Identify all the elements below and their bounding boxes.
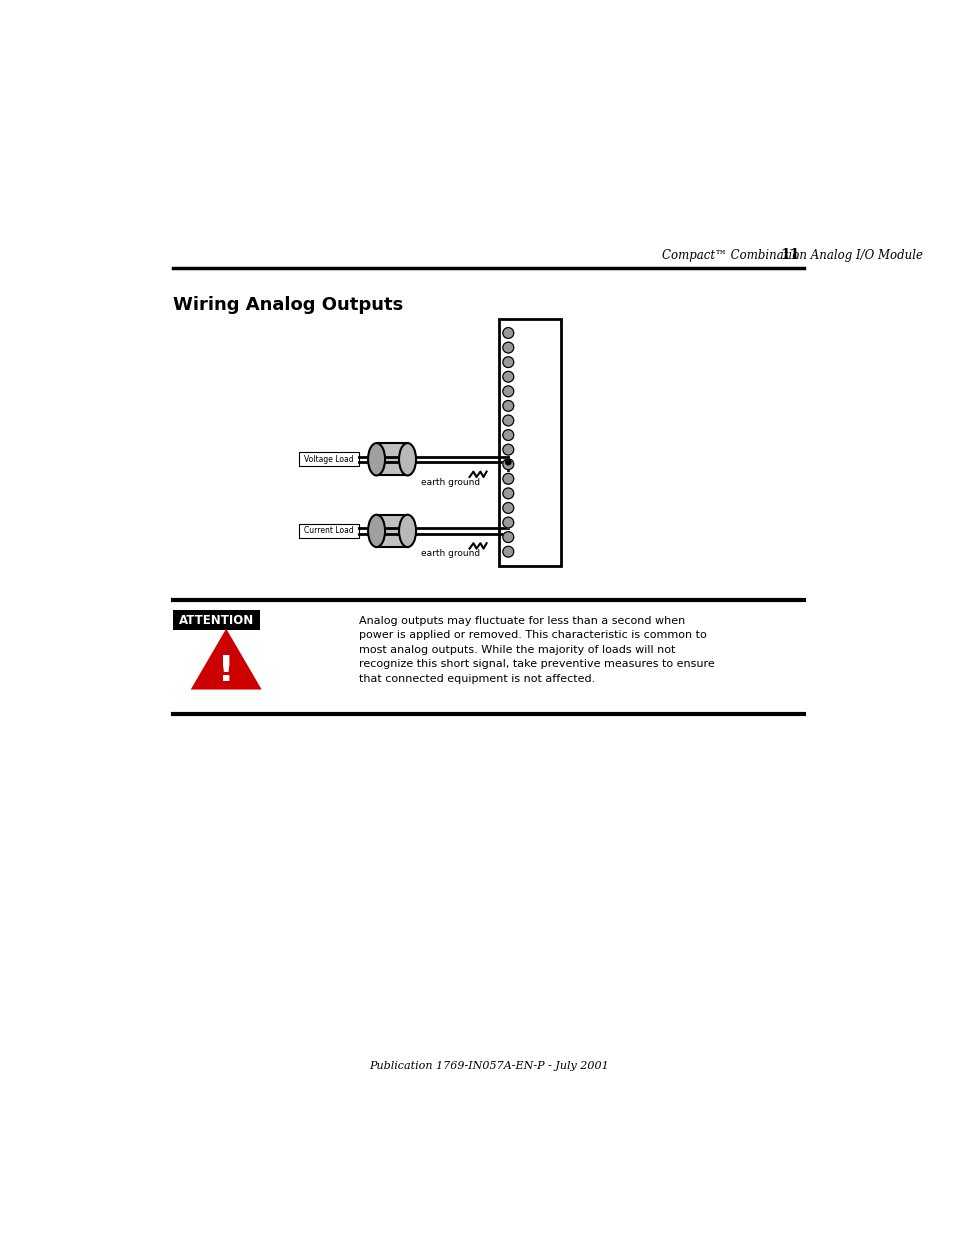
Text: Current Load: Current Load xyxy=(304,526,354,536)
Ellipse shape xyxy=(368,515,385,547)
Ellipse shape xyxy=(368,443,385,475)
Text: 11: 11 xyxy=(780,248,799,262)
Circle shape xyxy=(502,342,513,353)
Circle shape xyxy=(502,372,513,382)
Ellipse shape xyxy=(398,443,416,475)
Circle shape xyxy=(502,430,513,441)
Circle shape xyxy=(502,546,513,557)
Text: !: ! xyxy=(217,655,234,688)
Circle shape xyxy=(502,488,513,499)
Ellipse shape xyxy=(398,515,416,547)
Text: most analog outputs. While the majority of loads will not: most analog outputs. While the majority … xyxy=(359,645,675,655)
Circle shape xyxy=(502,400,513,411)
Circle shape xyxy=(502,532,513,542)
Text: earth ground: earth ground xyxy=(421,550,480,558)
Text: Wiring Analog Outputs: Wiring Analog Outputs xyxy=(173,296,403,314)
Circle shape xyxy=(502,503,513,514)
Circle shape xyxy=(502,517,513,527)
Text: Analog outputs may fluctuate for less than a second when: Analog outputs may fluctuate for less th… xyxy=(359,615,685,626)
Bar xyxy=(298,452,359,466)
Text: Compact™ Combination Analog I/O Module: Compact™ Combination Analog I/O Module xyxy=(661,249,922,262)
Circle shape xyxy=(502,459,513,469)
Text: that connected equipment is not affected.: that connected equipment is not affected… xyxy=(359,674,595,684)
Circle shape xyxy=(502,473,513,484)
Circle shape xyxy=(502,327,513,338)
Bar xyxy=(376,443,407,475)
Circle shape xyxy=(505,459,511,464)
Bar xyxy=(298,524,359,537)
Text: recognize this short signal, take preventive measures to ensure: recognize this short signal, take preven… xyxy=(359,659,715,669)
Text: Publication 1769-IN057A-EN-P - July 2001: Publication 1769-IN057A-EN-P - July 2001 xyxy=(369,1061,608,1071)
Bar xyxy=(173,610,260,630)
Text: earth ground: earth ground xyxy=(421,478,480,487)
Bar xyxy=(498,319,560,566)
Circle shape xyxy=(502,415,513,426)
Circle shape xyxy=(502,385,513,396)
Circle shape xyxy=(502,445,513,454)
Circle shape xyxy=(502,357,513,368)
Text: Voltage Load: Voltage Load xyxy=(304,454,354,464)
Text: power is applied or removed. This characteristic is common to: power is applied or removed. This charac… xyxy=(359,630,706,640)
Bar xyxy=(376,515,407,547)
Text: ATTENTION: ATTENTION xyxy=(179,614,254,626)
Polygon shape xyxy=(191,629,261,689)
